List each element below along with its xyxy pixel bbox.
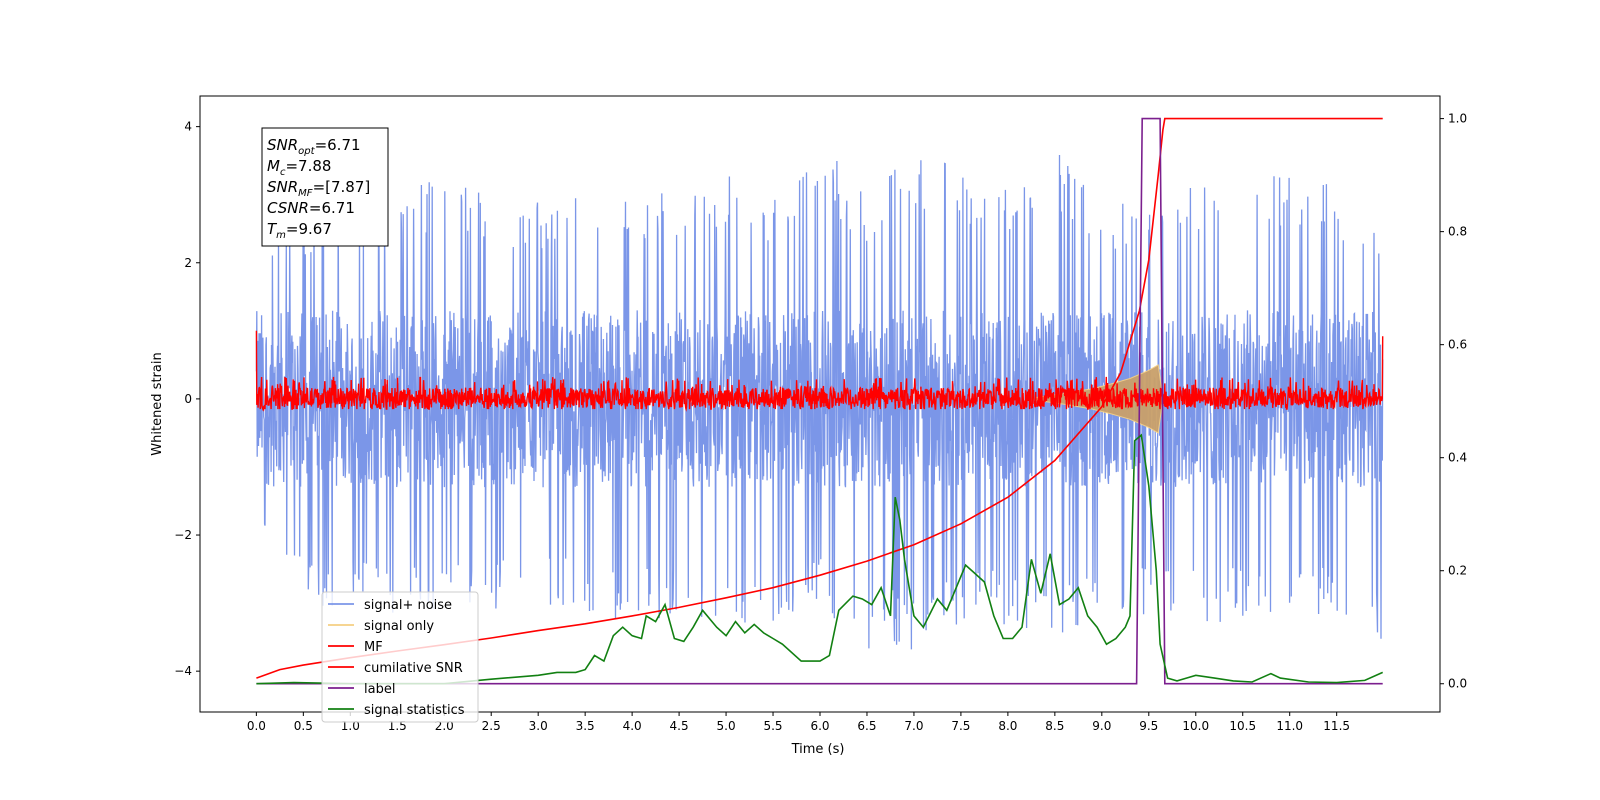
- series-signal-statistics: [256, 433, 1384, 685]
- legend-entry: signal statistics: [364, 703, 465, 718]
- y-tick-label: 0: [184, 392, 192, 406]
- x-tick-label: 7.0: [904, 719, 923, 733]
- y-axis-label: Whitened strain: [150, 352, 165, 455]
- x-axis-label: Time (s): [791, 742, 845, 757]
- y-tick-label: 4: [184, 120, 192, 134]
- x-tick-label: 2.5: [482, 719, 501, 733]
- x-tick-label: 3.5: [576, 719, 595, 733]
- annotation-line: SNRMF=[7.87]: [267, 178, 370, 199]
- annotation-line: Tm=9.67: [267, 220, 332, 241]
- legend-entry: MF: [364, 640, 383, 655]
- y2-tick-label: 0.8: [1448, 225, 1467, 239]
- y-tick-label: −4: [174, 664, 192, 678]
- legend-entry: label: [364, 682, 395, 697]
- x-tick-label: 11.5: [1323, 719, 1350, 733]
- x-tick-label: 0.5: [294, 719, 313, 733]
- x-tick-label: 9.5: [1139, 719, 1158, 733]
- y2-tick-label: 0.6: [1448, 338, 1467, 352]
- x-tick-label: 10.5: [1229, 719, 1256, 733]
- legend: signal+ noise signal only MF cumilative SNR…: [321, 591, 479, 723]
- x-tick-label: 10.0: [1182, 719, 1209, 733]
- series-mf: [255, 330, 1384, 412]
- series-label: [256, 117, 1383, 685]
- annotation-line: CSNR=6.71: [267, 199, 355, 217]
- x-tick-label: 6.0: [810, 719, 829, 733]
- x-tick-label: 11.0: [1276, 719, 1303, 733]
- x-tick-label: 5.0: [717, 719, 736, 733]
- x-tick-label: 6.5: [857, 719, 876, 733]
- x-tick-label: 8.5: [1045, 719, 1064, 733]
- y2-tick-label: 0.0: [1448, 677, 1467, 691]
- series-layer: [255, 117, 1384, 685]
- y2-tick-label: 0.4: [1448, 451, 1467, 465]
- y-tick-label: −2: [174, 528, 192, 542]
- x-tick-label: 4.0: [623, 719, 642, 733]
- x-tick-label: 7.5: [951, 719, 970, 733]
- x-tick-label: 5.5: [763, 719, 782, 733]
- y2-tick-label: 1.0: [1448, 112, 1467, 126]
- annotation-line: SNRopt=6.71: [267, 136, 361, 157]
- annotation-line: Mc=7.88: [267, 157, 331, 178]
- y-tick-label: 2: [184, 256, 192, 270]
- ticks-layer: 0.0 0.5 1.0 1.5 2.0 2.5 3.0 3.5 4.0 4.5 5.0 5.5 6.0 6…: [174, 112, 1467, 733]
- legend-frame: [321, 591, 479, 723]
- x-tick-label: 4.5: [670, 719, 689, 733]
- x-tick-label: 9.0: [1092, 719, 1111, 733]
- legend-entry: signal+ noise: [364, 598, 452, 613]
- x-tick-label: 3.0: [529, 719, 548, 733]
- x-tick-label: 8.0: [998, 719, 1017, 733]
- legend-entry: cumilative SNR: [364, 661, 463, 676]
- x-tick-label: 0.0: [247, 719, 266, 733]
- legend-entry: signal only: [364, 619, 434, 634]
- annotation-frame: [261, 127, 389, 247]
- y2-tick-label: 0.2: [1448, 564, 1467, 578]
